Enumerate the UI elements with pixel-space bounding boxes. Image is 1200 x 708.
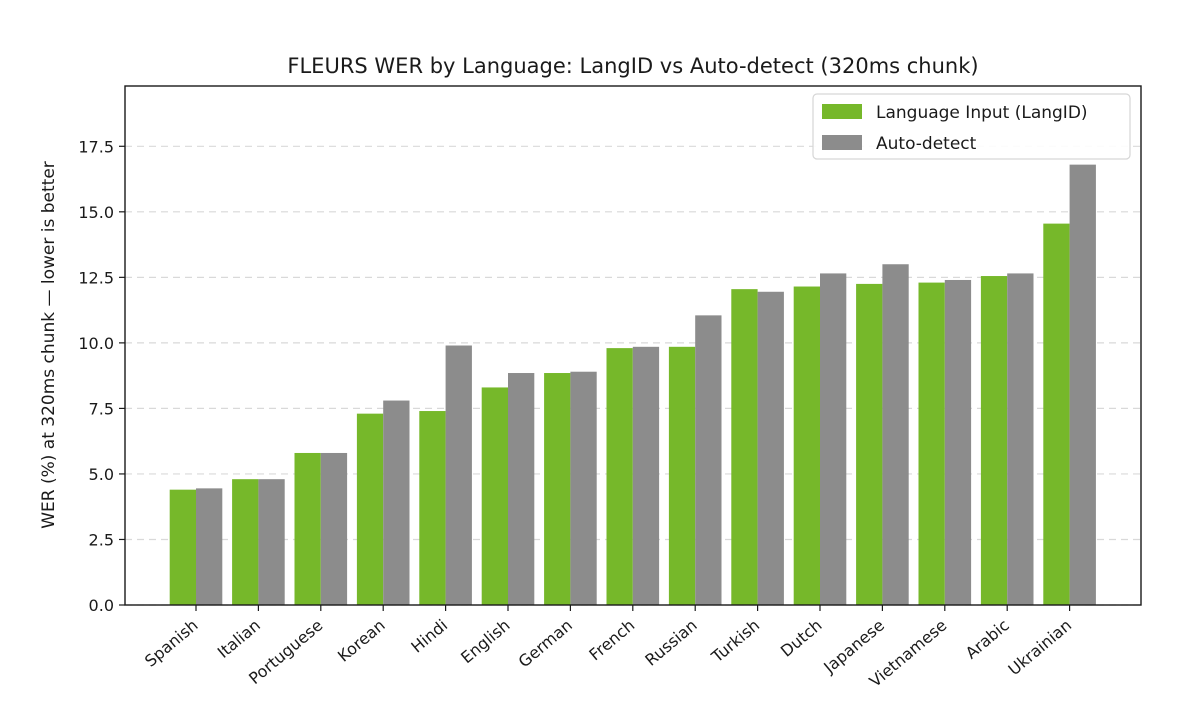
- x-tick-label: French: [585, 616, 638, 665]
- bar-langid: [169, 489, 196, 605]
- bar-auto-detect: [508, 373, 535, 605]
- x-tick-label: German: [515, 616, 576, 672]
- legend-swatch: [822, 104, 862, 119]
- x-tick-label: Dutch: [777, 616, 826, 661]
- bar-auto-detect: [570, 371, 597, 605]
- bar-auto-detect: [695, 315, 722, 605]
- bar-auto-detect: [882, 264, 909, 605]
- bar-langid: [481, 387, 508, 605]
- x-tick-label: Italian: [214, 616, 264, 662]
- legend-box: [812, 93, 1131, 160]
- bar-langid: [731, 289, 758, 605]
- y-tick-label: 10.0: [78, 334, 114, 353]
- bar-langid: [294, 452, 321, 605]
- legend-label: Auto-detect: [876, 134, 977, 154]
- bar-langid: [232, 479, 259, 605]
- bar-auto-detect: [1007, 273, 1034, 605]
- bar-auto-detect: [757, 291, 784, 605]
- x-tick-label: English: [457, 616, 513, 668]
- x-tick-label: Spanish: [141, 616, 202, 671]
- legend-swatch: [822, 135, 862, 150]
- bar-auto-detect: [944, 279, 972, 605]
- y-tick-label: 0.0: [89, 596, 114, 615]
- axes: [119, 85, 1142, 611]
- bar-langid: [544, 373, 571, 605]
- bar-auto-detect: [383, 400, 410, 605]
- bar-auto-detect: [820, 273, 847, 605]
- bars: [169, 164, 1096, 606]
- bar-auto-detect: [196, 488, 223, 605]
- bar-auto-detect: [258, 479, 285, 605]
- y-tick-label: 7.5: [89, 399, 114, 418]
- x-tick-label: Korean: [334, 616, 389, 666]
- x-tick-label: Turkish: [707, 616, 763, 667]
- bar-auto-detect: [445, 345, 472, 605]
- legend: Language Input (LangID) Auto-detect: [812, 93, 1131, 160]
- plot-frame: [124, 85, 1142, 606]
- bar-langid: [356, 413, 384, 605]
- y-tick-label: 5.0: [89, 465, 114, 484]
- bar-auto-detect: [632, 346, 660, 605]
- chart-title: FLEURS WER by Language: LangID vs Auto-d…: [287, 54, 978, 78]
- bar-langid: [793, 286, 820, 605]
- x-tick-label: Hindi: [407, 616, 451, 657]
- x-tick-label: Arabic: [962, 616, 1013, 663]
- y-tick-label: 12.5: [78, 268, 114, 287]
- bar-langid: [1043, 223, 1070, 605]
- y-tick-label: 15.0: [78, 203, 114, 222]
- y-tick-label: 2.5: [89, 530, 114, 549]
- bar-langid: [918, 282, 945, 605]
- bar-langid: [668, 346, 696, 605]
- bar-auto-detect: [1069, 164, 1096, 606]
- y-axis-label: WER (%) at 320ms chunk — lower is better: [39, 161, 59, 529]
- bar-langid: [980, 276, 1008, 605]
- bar-langid: [856, 283, 883, 605]
- legend-label: Language Input (LangID): [876, 103, 1088, 123]
- x-tick-label: Ukrainian: [1004, 616, 1075, 680]
- bar-auto-detect: [320, 452, 348, 605]
- y-tick-label: 17.5: [78, 137, 114, 156]
- bar-langid: [419, 411, 446, 605]
- x-tick-label: Russian: [641, 616, 700, 670]
- bar-langid: [606, 348, 633, 605]
